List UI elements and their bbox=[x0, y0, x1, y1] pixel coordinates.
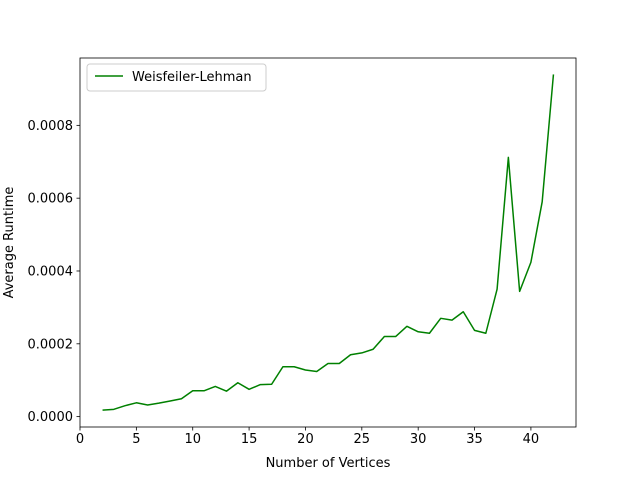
y-tick-label: 0.0008 bbox=[28, 119, 74, 134]
legend-box bbox=[86, 63, 267, 92]
series-line-0 bbox=[102, 74, 555, 411]
y-axis-ticks: 0.0000 0.0002 0.0004 0.0006 0.0008 bbox=[28, 119, 80, 425]
x-tick-label: 25 bbox=[354, 432, 371, 447]
axes-frame bbox=[79, 57, 577, 428]
x-tick-label: 30 bbox=[410, 432, 427, 447]
y-tick-label: 0.0002 bbox=[28, 337, 74, 352]
x-tick-label: 35 bbox=[466, 432, 483, 447]
x-tick-label: 10 bbox=[184, 432, 201, 447]
x-tick-label: 40 bbox=[523, 432, 540, 447]
series-layer bbox=[102, 74, 555, 411]
legend-entry-label: Weisfeiler-Lehman bbox=[132, 70, 252, 85]
y-tick-label: 0.0004 bbox=[28, 264, 74, 279]
plot-area bbox=[80, 58, 576, 427]
y-tick-label: 0.0006 bbox=[28, 192, 74, 207]
y-axis-label: Average Runtime bbox=[2, 187, 17, 299]
x-tick-label: 15 bbox=[241, 432, 258, 447]
x-axis-label: Number of Vertices bbox=[266, 456, 391, 471]
legend: Weisfeiler-Lehman bbox=[86, 63, 267, 92]
x-tick-label: 20 bbox=[297, 432, 314, 447]
x-tick-label: 5 bbox=[132, 432, 140, 447]
y-tick-label: 0.0000 bbox=[28, 410, 74, 425]
x-tick-label: 0 bbox=[76, 432, 84, 447]
x-axis-ticks: 0 5 10 15 20 25 30 35 40 bbox=[76, 427, 539, 447]
